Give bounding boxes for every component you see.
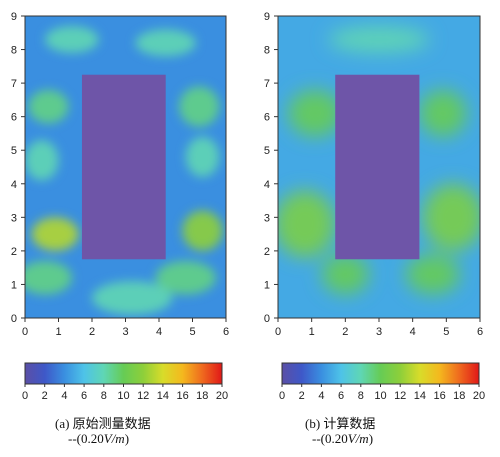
field-blob [328,26,430,53]
x-tick-label: 6 [477,326,483,338]
colorbar-tick-label: 10 [117,390,129,402]
y-tick-label: 4 [264,179,270,191]
field-blob [135,29,196,57]
obstacle-region [335,74,420,260]
colorbar-tick-label: 12 [137,390,149,402]
y-tick-label: 4 [11,179,17,191]
y-tick-label: 7 [11,78,17,90]
colorbar-tick-label: 2 [42,390,48,402]
field-blob [179,86,220,127]
field-blob [321,254,369,295]
unit-a-var: V/m [103,431,125,446]
obstacle-region [81,74,166,260]
colorbar-tick-label: 6 [81,390,87,402]
field-blob [278,190,336,258]
x-tick-label: 3 [122,326,128,338]
heatmap-a [25,16,226,318]
colorbar [281,362,480,385]
caption-b: (b) 计算数据 [305,416,376,431]
unit-a: --(0.20V/m) [68,431,129,447]
x-tick-label: 6 [223,326,229,338]
y-tick-label: 0 [11,313,17,325]
y-tick-label: 9 [11,11,17,23]
field-blob [92,281,173,315]
colorbar-tick-label: 20 [473,390,485,402]
y-tick-label: 0 [264,313,270,325]
field-blob [25,140,59,181]
colorbar-tick-label: 16 [433,390,445,402]
colorbar-tick-label: 14 [157,390,169,402]
field-blobs [25,26,223,315]
colorbar-tick-label: 18 [453,390,465,402]
x-tick-label: 5 [443,326,449,338]
field-blobs [278,26,480,295]
y-tick-label: 9 [264,11,270,23]
field-blob [422,183,480,251]
y-tick-label: 1 [264,279,270,291]
x-tick-label: 4 [410,326,416,338]
x-tick-label: 0 [22,326,28,338]
field-blob [25,260,72,295]
colorbar-tick-label: 0 [279,390,285,402]
field-blob [45,26,99,53]
colorbar-tick-label: 8 [358,390,364,402]
field-blob [288,89,342,137]
colorbar-tick-label: 12 [394,390,406,402]
colorbar-tick-label: 10 [374,390,386,402]
field-blob [419,89,467,137]
x-tick-label: 2 [342,326,348,338]
x-tick-label: 5 [189,326,195,338]
x-tick-label: 3 [376,326,382,338]
colorbar-tick-label: 0 [22,390,28,402]
y-tick-label: 8 [11,45,17,57]
colorbar-tick-label: 8 [101,390,107,402]
y-tick-label: 3 [264,212,270,224]
unit-b-prefix: --(0.20 [312,431,348,446]
colorbar-tick-label: 6 [338,390,344,402]
unit-b: --(0.20V/m) [312,431,373,447]
y-tick-label: 2 [264,246,270,258]
x-tick-label: 1 [309,326,315,338]
colorbar [24,362,223,385]
y-tick-label: 5 [264,145,270,157]
unit-a-prefix: --(0.20 [68,431,104,446]
y-tick-label: 1 [11,279,17,291]
x-tick-label: 1 [55,326,61,338]
field-blob [405,254,460,295]
x-tick-label: 4 [156,326,162,338]
colorbar-tick-label: 18 [196,390,208,402]
unit-a-suffix: ) [124,431,130,446]
y-tick-label: 8 [264,45,270,57]
field-blob [155,260,216,295]
unit-b-suffix: ) [368,431,374,446]
y-tick-label: 5 [11,145,17,157]
colorbar-tick-label: 14 [414,390,426,402]
y-tick-label: 6 [11,112,17,124]
field-blob [185,136,220,178]
x-tick-label: 0 [275,326,281,338]
y-tick-label: 3 [11,212,17,224]
field-blob [28,89,69,124]
colorbar-tick-label: 20 [216,390,228,402]
y-tick-label: 6 [264,112,270,124]
colorbar-tick-label: 4 [61,390,67,402]
y-tick-label: 7 [264,78,270,90]
colorbar-tick-label: 2 [299,390,305,402]
colorbar-tick-label: 16 [176,390,188,402]
field-blob [182,210,223,251]
y-tick-label: 2 [11,246,17,258]
field-blob [31,217,79,251]
unit-b-var: V/m [347,431,369,446]
caption-a: (a) 原始测量数据 [55,416,151,431]
colorbar-tick-label: 4 [318,390,324,402]
x-tick-label: 2 [89,326,95,338]
